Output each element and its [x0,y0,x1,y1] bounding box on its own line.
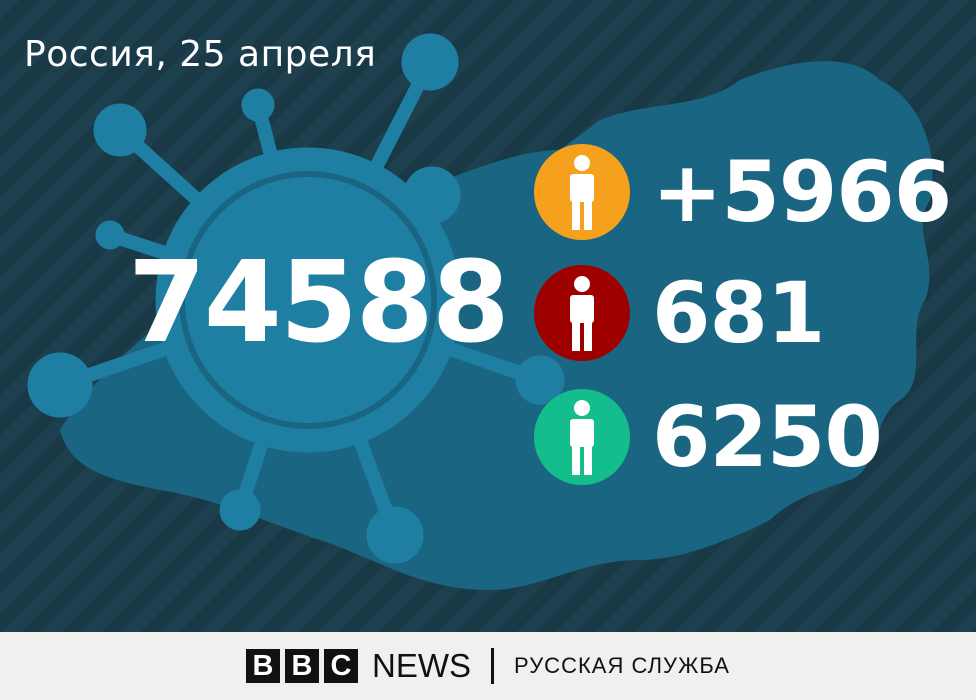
stat-new-cases: +5966 [534,142,974,242]
russia-map [60,61,933,590]
virus-icon [27,33,565,564]
logo-letter: B [285,649,320,683]
service-label: РУССКАЯ СЛУЖБА [514,653,730,678]
stat-value: 6250 [652,388,883,486]
stat-value: +5966 [652,143,952,241]
bbc-logo: B B C [246,649,359,683]
person-icon [534,265,630,361]
logo-letter: B [246,649,281,683]
news-label: NEWS [372,647,472,684]
person-icon [534,144,630,240]
footer: B B C NEWS РУССКАЯ СЛУЖБА [0,632,976,700]
total-cases: 74588 [128,238,510,368]
page-title: Россия, 25 апреля [24,34,377,75]
stat-recovered: 6250 [534,387,974,487]
logo-letter: C [324,649,359,683]
divider [491,648,495,684]
background-art [27,33,933,590]
person-icon [534,389,630,485]
stat-value: 681 [652,264,825,362]
stat-deaths: 681 [534,263,974,363]
